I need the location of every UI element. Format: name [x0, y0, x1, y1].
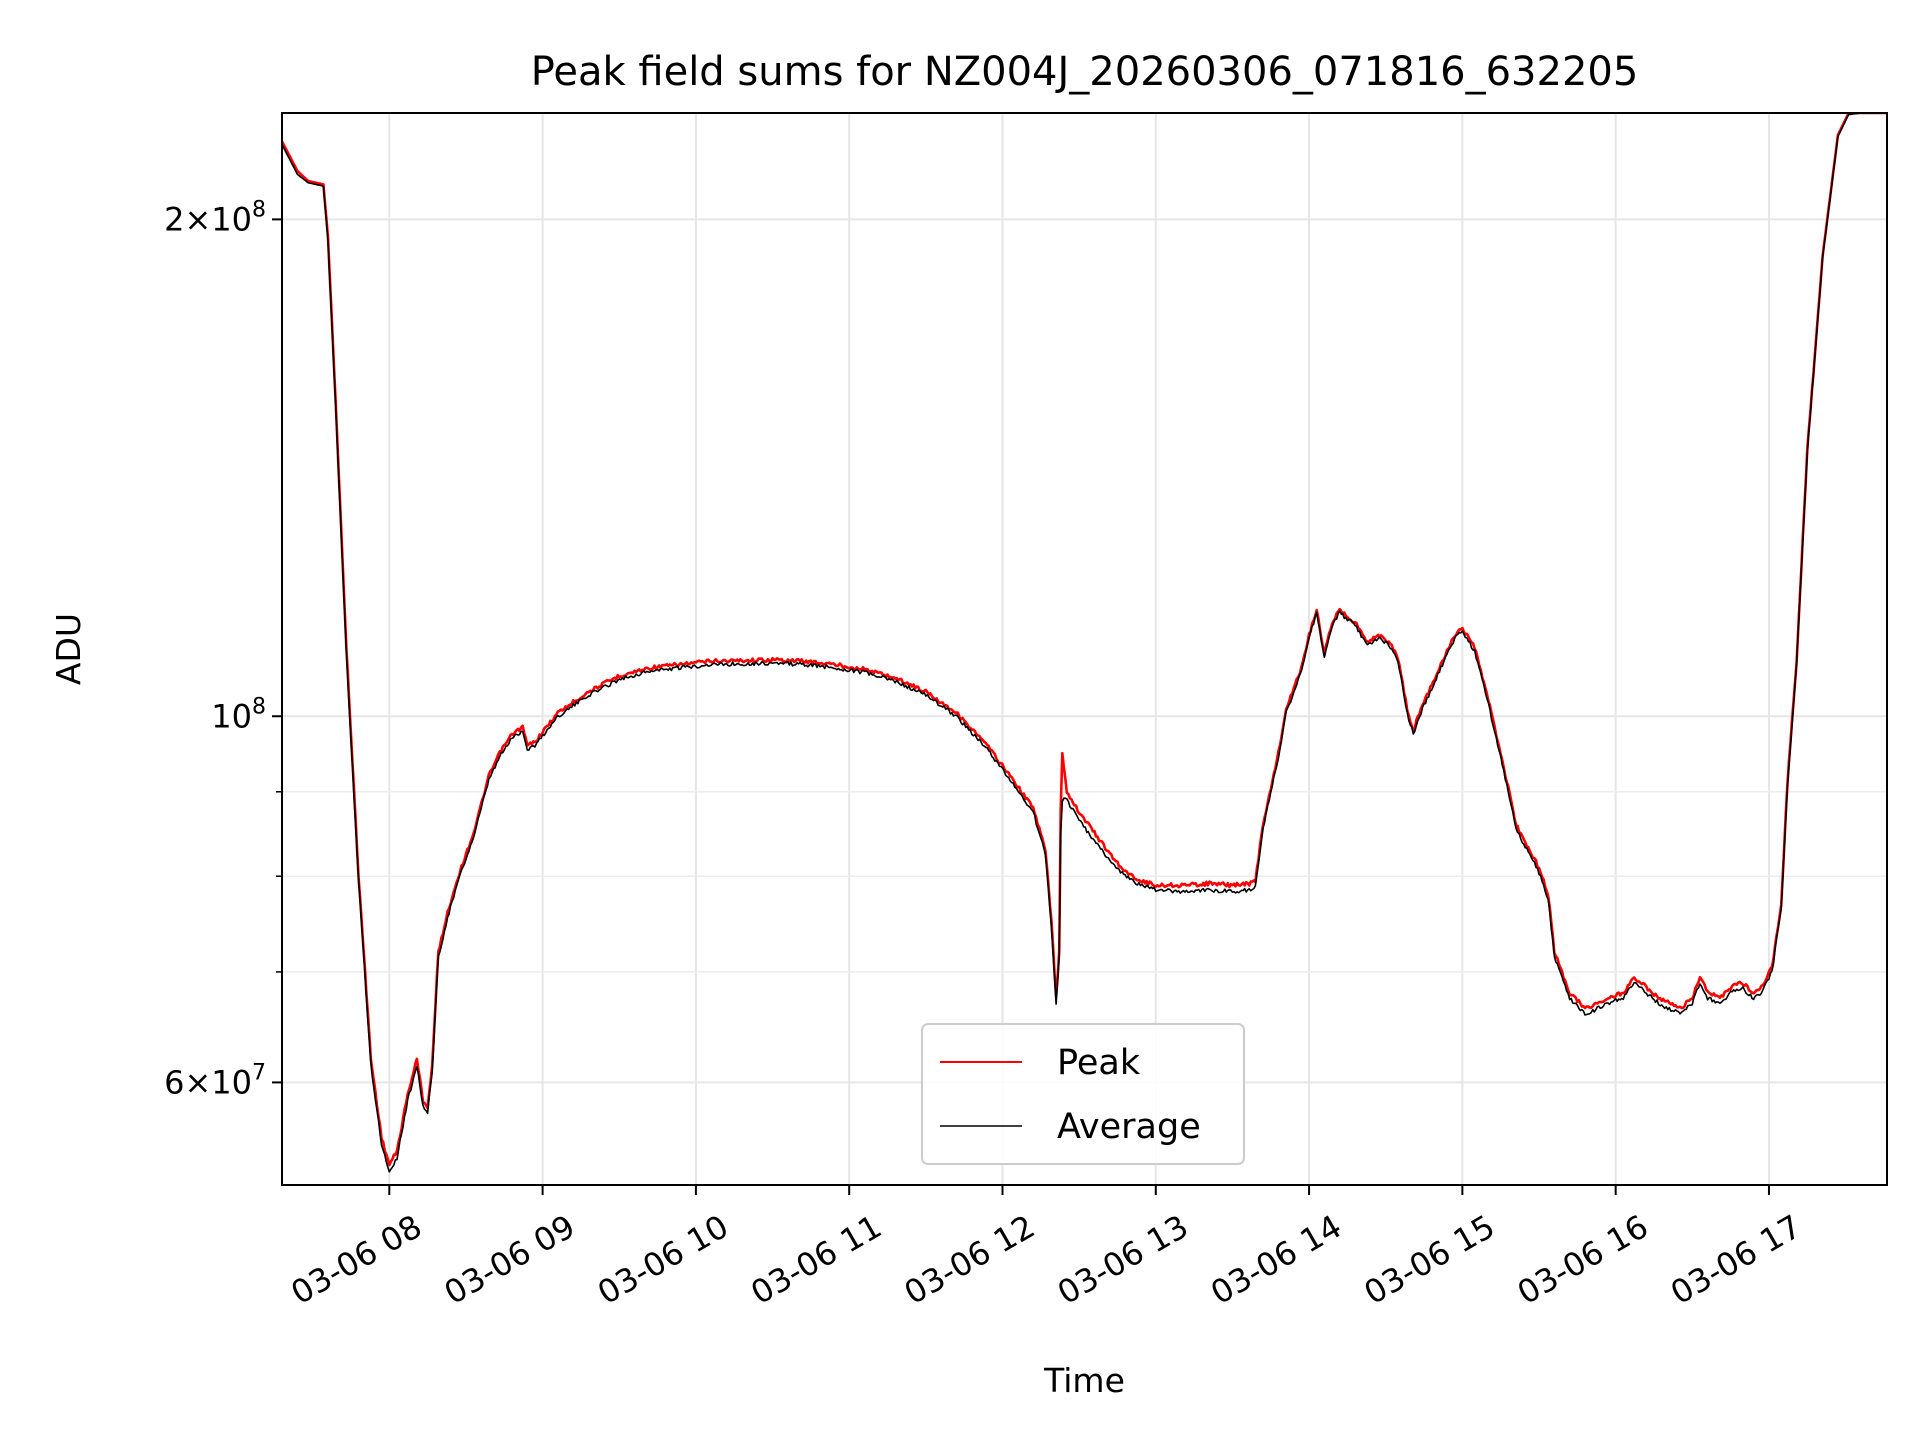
series-line-average	[282, 113, 1887, 1173]
y-tick-label: 2×108	[164, 197, 266, 238]
legend-label-average: Average	[1057, 1107, 1201, 1147]
y-tick-label: 108	[211, 694, 266, 735]
series-line-peak	[282, 113, 1887, 1167]
y-tick-label: 6×107	[164, 1060, 266, 1101]
chart-title: Peak field sums for NZ004J_20260306_0718…	[531, 49, 1639, 95]
series-group	[282, 113, 1887, 1173]
plot-area-frame	[281, 112, 1888, 1186]
legend-box	[921, 1023, 1245, 1165]
x-axis-label: Time	[1043, 1361, 1125, 1400]
legend: Peak Average	[921, 1023, 1245, 1165]
legend-label-peak: Peak	[1057, 1043, 1141, 1083]
y-axis-label: ADU	[49, 613, 88, 685]
